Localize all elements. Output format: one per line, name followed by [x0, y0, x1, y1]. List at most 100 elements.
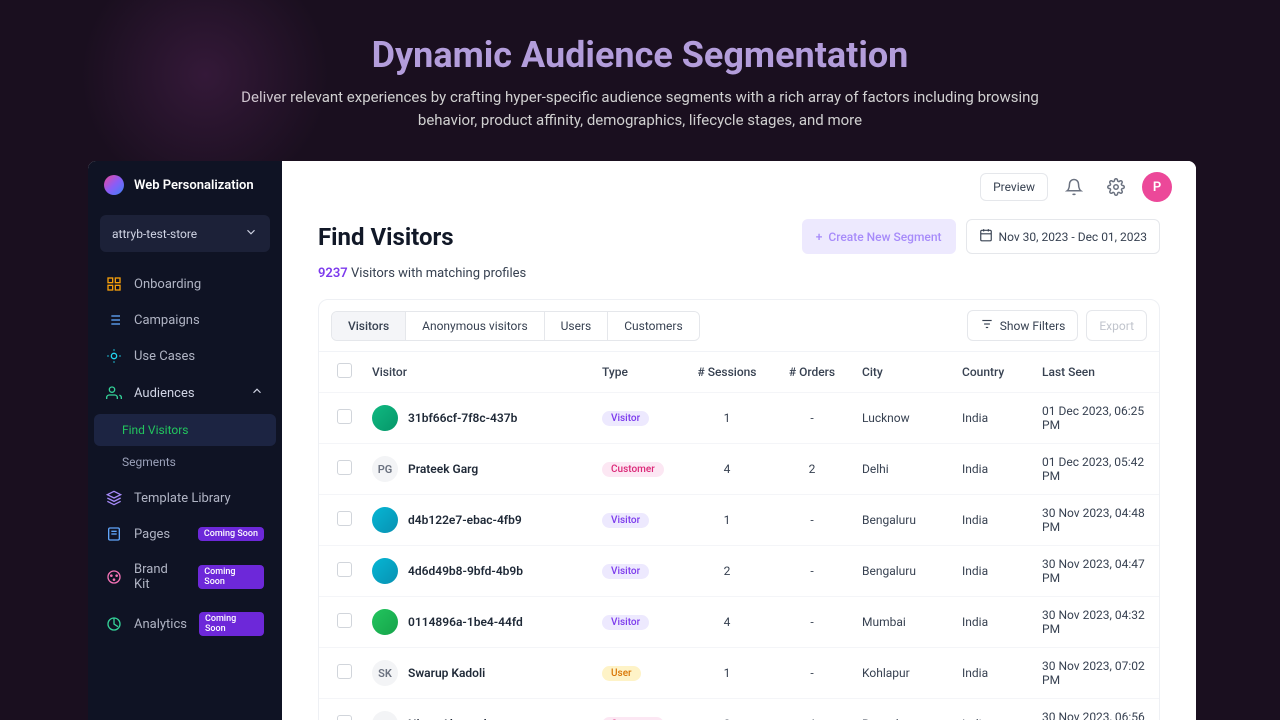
- tab-anonymous[interactable]: Anonymous visitors: [406, 312, 545, 340]
- match-count: 9237: [318, 266, 348, 281]
- city-cell: Bengaluru: [852, 546, 952, 597]
- col-country: Country: [952, 352, 1032, 393]
- coming-soon-badge: Coming Soon: [199, 612, 264, 636]
- button-label: Create New Segment: [828, 230, 941, 244]
- palette-icon: [106, 569, 122, 585]
- table-row[interactable]: 31bf66cf-7f8c-437b Visitor 1 - Lucknow I…: [319, 393, 1159, 444]
- topbar: Preview P: [282, 161, 1196, 213]
- orders-cell: 2: [772, 444, 852, 495]
- table-row[interactable]: d4b122e7-ebac-4fb9 Visitor 1 - Bengaluru…: [319, 495, 1159, 546]
- bell-icon[interactable]: [1058, 171, 1090, 203]
- chart-icon: [106, 616, 122, 632]
- row-checkbox[interactable]: [337, 664, 352, 679]
- row-checkbox[interactable]: [337, 562, 352, 577]
- sessions-cell: 1: [682, 393, 772, 444]
- tab-users[interactable]: Users: [545, 312, 609, 340]
- visitor-avatar: [372, 405, 398, 431]
- country-cell: India: [952, 699, 1032, 720]
- hero-subtitle: Deliver relevant experiences by crafting…: [210, 86, 1070, 131]
- date-range-button[interactable]: Nov 30, 2023 - Dec 01, 2023: [966, 219, 1160, 254]
- brand: Web Personalization: [88, 161, 282, 209]
- orders-cell: -: [772, 546, 852, 597]
- row-checkbox[interactable]: [337, 409, 352, 424]
- visitors-table: Visitor Type # Sessions # Orders City Co…: [319, 352, 1159, 720]
- preview-button[interactable]: Preview: [980, 173, 1048, 201]
- row-checkbox[interactable]: [337, 460, 352, 475]
- sub-segments[interactable]: Segments: [94, 446, 276, 478]
- list-icon: [106, 312, 122, 328]
- row-checkbox[interactable]: [337, 613, 352, 628]
- sessions-cell: 2: [682, 546, 772, 597]
- sessions-cell: 1: [682, 495, 772, 546]
- visitor-cell: d4b122e7-ebac-4fb9: [372, 507, 582, 533]
- row-checkbox[interactable]: [337, 715, 352, 720]
- country-cell: India: [952, 393, 1032, 444]
- table-row[interactable]: SK Swarup Kadoli User 1 - Kohlapur India…: [319, 648, 1159, 699]
- store-name: attryb-test-store: [112, 227, 197, 241]
- grid-icon: [106, 276, 122, 292]
- hero: Dynamic Audience Segmentation Deliver re…: [0, 0, 1280, 147]
- content: Find Visitors + Create New Segment Nov 3…: [282, 213, 1196, 720]
- chevron-down-icon: [244, 225, 258, 242]
- table-row[interactable]: PG Prateek Garg Customer 4 2 Delhi India…: [319, 444, 1159, 495]
- brand-name: Web Personalization: [134, 178, 254, 193]
- sessions-cell: 4: [682, 597, 772, 648]
- visitor-avatar: PG: [372, 456, 398, 482]
- tabs: Visitors Anonymous visitors Users Custom…: [331, 311, 700, 341]
- col-last-seen: Last Seen: [1032, 352, 1159, 393]
- create-segment-button[interactable]: + Create New Segment: [802, 219, 956, 254]
- sub-find-visitors[interactable]: Find Visitors: [94, 414, 276, 446]
- export-button[interactable]: Export: [1086, 310, 1147, 341]
- nav-label: Campaigns: [134, 313, 200, 328]
- last-seen-cell: 30 Nov 2023, 04:32 PM: [1032, 597, 1159, 648]
- nav-brand-kit[interactable]: Brand Kit Coming Soon: [96, 552, 274, 602]
- table-row[interactable]: 0114896a-1be4-44fd Visitor 4 - Mumbai In…: [319, 597, 1159, 648]
- visitor-name: 4d6d49b8-9bfd-4b9b: [408, 564, 523, 578]
- users-icon: [106, 385, 122, 401]
- store-select[interactable]: attryb-test-store: [100, 215, 270, 252]
- last-seen-cell: 30 Nov 2023, 06:56 PM: [1032, 699, 1159, 720]
- select-all-checkbox[interactable]: [337, 363, 352, 378]
- visitor-name: 0114896a-1be4-44fd: [408, 615, 523, 629]
- tab-visitors[interactable]: Visitors: [332, 312, 406, 340]
- nav-audiences[interactable]: Audiences: [96, 374, 274, 412]
- type-pill: Visitor: [602, 513, 649, 528]
- type-pill: Customer: [602, 462, 664, 477]
- nav-use-cases[interactable]: Use Cases: [96, 338, 274, 374]
- nav-campaigns[interactable]: Campaigns: [96, 302, 274, 338]
- visitor-avatar: NA: [372, 711, 398, 720]
- type-pill: Visitor: [602, 564, 649, 579]
- date-range-label: Nov 30, 2023 - Dec 01, 2023: [999, 230, 1147, 244]
- coming-soon-badge: Coming Soon: [198, 527, 264, 541]
- nav-template-library[interactable]: Template Library: [96, 480, 274, 516]
- nav-onboarding[interactable]: Onboarding: [96, 266, 274, 302]
- gear-icon[interactable]: [1100, 171, 1132, 203]
- visitor-avatar: SK: [372, 660, 398, 686]
- sessions-cell: 8: [682, 699, 772, 720]
- last-seen-cell: 30 Nov 2023, 04:48 PM: [1032, 495, 1159, 546]
- table-row[interactable]: 4d6d49b8-9bfd-4b9b Visitor 2 - Bengaluru…: [319, 546, 1159, 597]
- tab-customers[interactable]: Customers: [608, 312, 698, 340]
- calendar-icon: [979, 228, 993, 245]
- visitor-cell: SK Swarup Kadoli: [372, 660, 582, 686]
- brand-logo-icon: [104, 175, 124, 195]
- nav-analytics[interactable]: Analytics Coming Soon: [96, 602, 274, 646]
- nav-label: Template Library: [134, 491, 231, 506]
- city-cell: Bengaluru: [852, 699, 952, 720]
- table-row[interactable]: NA Nizan Ahamed Customer 8 4 Bengaluru I…: [319, 699, 1159, 720]
- col-visitor: Visitor: [362, 352, 592, 393]
- match-suffix: Visitors with matching profiles: [351, 266, 526, 281]
- last-seen-cell: 30 Nov 2023, 04:47 PM: [1032, 546, 1159, 597]
- city-cell: Delhi: [852, 444, 952, 495]
- sessions-cell: 4: [682, 444, 772, 495]
- visitor-cell: 4d6d49b8-9bfd-4b9b: [372, 558, 582, 584]
- nav: Onboarding Campaigns Use Cases Audiences: [88, 266, 282, 412]
- orders-cell: -: [772, 597, 852, 648]
- tab-actions: Show Filters Export: [967, 310, 1147, 341]
- show-filters-button[interactable]: Show Filters: [967, 310, 1079, 341]
- user-avatar[interactable]: P: [1142, 172, 1172, 202]
- row-checkbox[interactable]: [337, 511, 352, 526]
- main: Preview P Find Visitors + Create New Seg…: [282, 161, 1196, 720]
- type-pill: User: [602, 666, 641, 681]
- nav-pages[interactable]: Pages Coming Soon: [96, 516, 274, 552]
